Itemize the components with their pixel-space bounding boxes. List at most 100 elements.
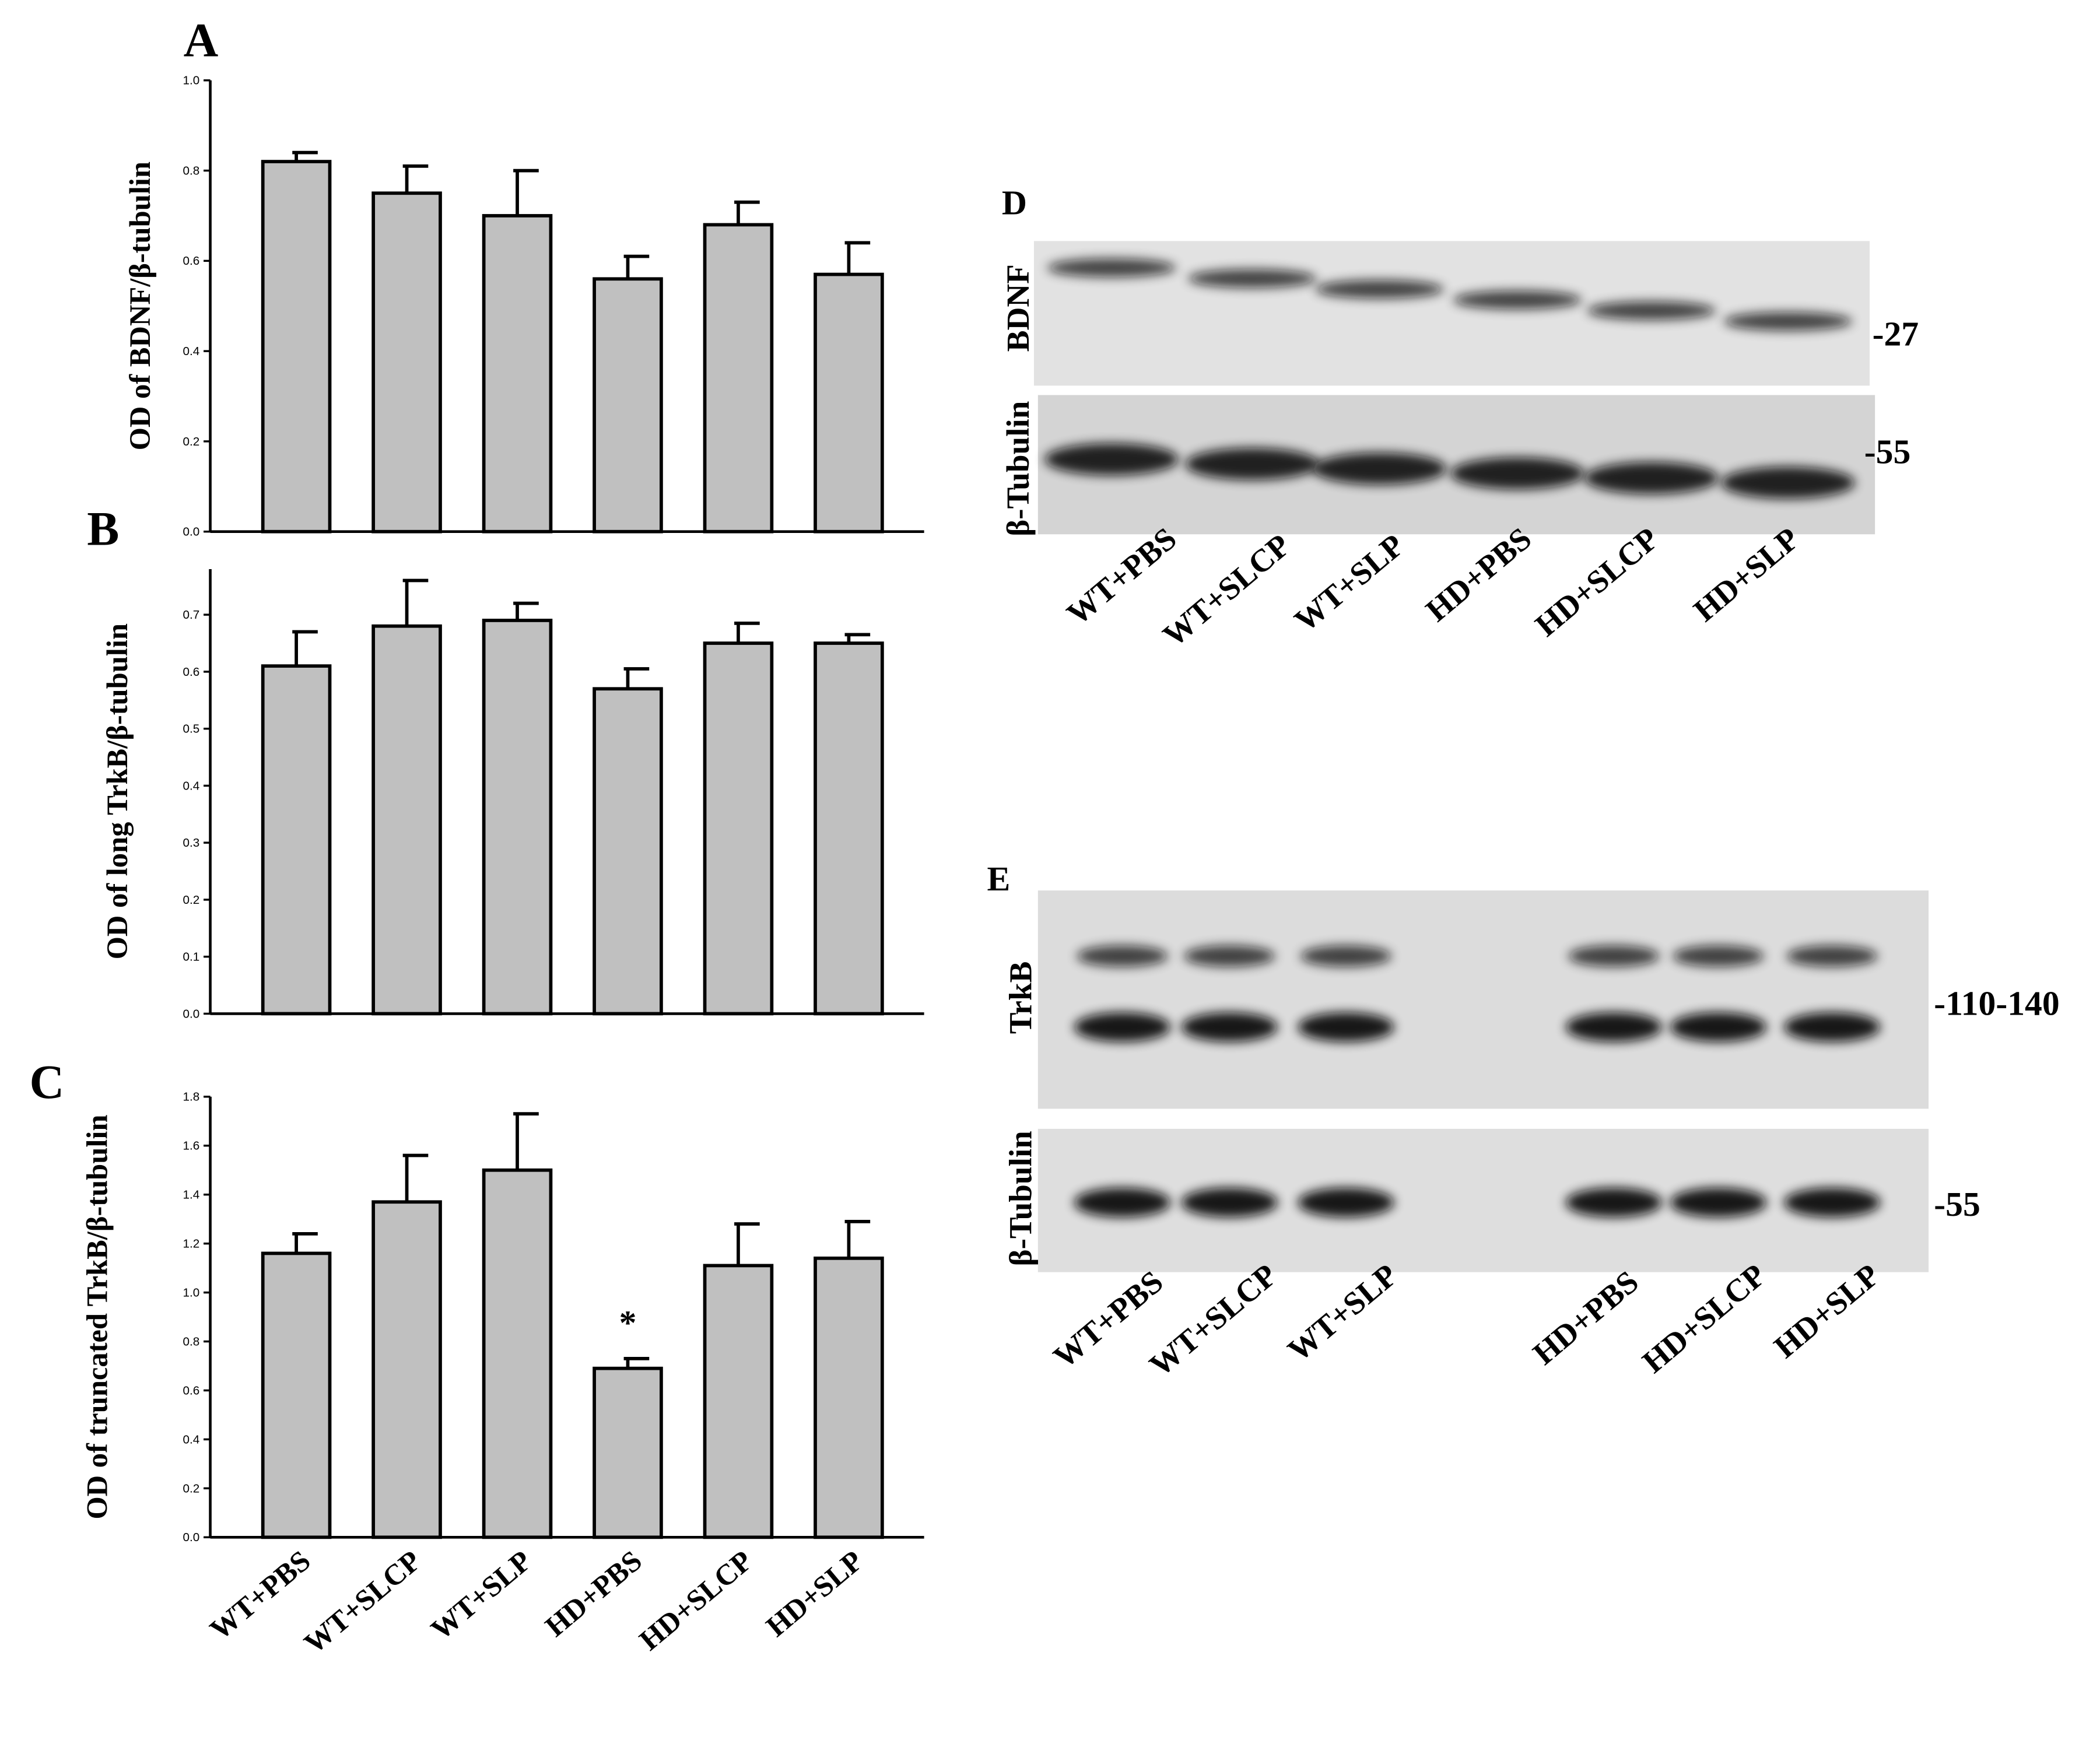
size-marker: -55 [1934, 1185, 1980, 1223]
panel-label: A [184, 13, 219, 66]
blot-band [1723, 312, 1853, 331]
y-tick-label: 0.0 [183, 1007, 199, 1020]
y-tick-label: 0.0 [183, 1531, 199, 1544]
bar [482, 214, 553, 534]
blot-band [1312, 452, 1447, 485]
blot-strip [1037, 395, 1875, 535]
bar [814, 641, 884, 1016]
y-tick-label: 0.3 [183, 836, 199, 850]
bar [593, 687, 663, 1016]
lane-label: HD+SLCP [1528, 521, 1666, 644]
y-axis-label: OD of truncated TrkB/β-tubulin [81, 1114, 114, 1519]
y-tick-label: 0.2 [183, 435, 199, 448]
bar [371, 624, 442, 1016]
lane-label: HD+SLP [1687, 521, 1806, 629]
y-tick-label: 0.8 [183, 1335, 199, 1348]
bar [371, 1200, 442, 1539]
row-label: β-Tubulin [1002, 1131, 1038, 1266]
size-marker: -110-140 [1934, 984, 2060, 1023]
y-tick-label: 0.6 [183, 1384, 199, 1397]
y-tick-label: 0.4 [183, 345, 199, 358]
blot-band [1298, 1187, 1394, 1218]
bar [482, 1168, 553, 1539]
x-tick-label: WT+SLCP [298, 1544, 427, 1660]
y-tick-label: 0.5 [183, 722, 199, 736]
blot-band [1074, 1187, 1171, 1218]
bar [261, 1251, 332, 1539]
blot-band [1181, 1187, 1278, 1218]
lane-label: WT+SLCP [1142, 1257, 1284, 1384]
bar [482, 619, 553, 1016]
blot-band [1300, 945, 1392, 967]
y-axis-label: OD of BDNF/β-tubulin [124, 162, 156, 450]
blot-band [1721, 466, 1855, 499]
x-tick-label: HD+PBS [539, 1544, 648, 1643]
lane-label: WT+PBS [1060, 521, 1183, 632]
lane-label: WT+SLP [1281, 1257, 1404, 1369]
bar [261, 160, 332, 534]
bar [703, 223, 774, 534]
blot-band [1673, 945, 1764, 967]
blot-band [1450, 457, 1584, 490]
y-tick-label: 0.2 [183, 893, 199, 907]
blot-band [1670, 1012, 1767, 1042]
row-label: BDNF [1000, 264, 1036, 352]
bar [703, 1264, 774, 1539]
blot-band [1188, 269, 1317, 288]
blot-strip [1037, 890, 1929, 1109]
blot-band [1453, 290, 1582, 310]
row-label: β-Tubulin [1000, 401, 1036, 536]
y-tick-label: 1.8 [183, 1090, 199, 1104]
y-axis-label: OD of long TrkB/β-tubulin [101, 623, 134, 959]
y-tick-label: 0.8 [183, 164, 199, 177]
y-tick-label: 1.2 [183, 1237, 199, 1251]
annotation: * [619, 1304, 637, 1342]
y-tick-label: 0.4 [183, 779, 199, 792]
blot-band [1047, 258, 1176, 278]
panel-label: D [1002, 183, 1027, 222]
bar [371, 191, 442, 534]
x-tick-label: HD+SLCP [633, 1544, 759, 1657]
y-tick-label: 0.0 [183, 525, 199, 539]
y-tick-label: 1.0 [183, 1286, 199, 1299]
blot-band [1784, 1187, 1881, 1218]
bar [593, 277, 663, 534]
blot-band [1181, 1012, 1278, 1042]
blot-strip [1033, 241, 1870, 386]
blot-band [1786, 945, 1878, 967]
bar [593, 1366, 663, 1539]
y-tick-label: 0.6 [183, 254, 199, 268]
blot-band [1565, 1012, 1663, 1042]
blot-band [1074, 1012, 1171, 1042]
blot-bands [1044, 258, 1881, 1218]
panel-label: C [30, 1055, 65, 1108]
lane-label: HD+PBS [1526, 1264, 1645, 1371]
y-tick-label: 1.6 [183, 1139, 199, 1153]
blot-band [1298, 1012, 1394, 1042]
x-tick-label: WT+PBS [204, 1544, 317, 1646]
bar [703, 641, 774, 1016]
panel-label: E [987, 860, 1011, 898]
blot-band [1184, 945, 1275, 967]
panel-label: B [87, 502, 119, 556]
y-tick-label: 1.4 [183, 1188, 199, 1202]
x-tick-label: WT+SLP [425, 1544, 538, 1646]
lane-label: HD+SLP [1767, 1257, 1886, 1365]
blot-band [1584, 462, 1719, 494]
blot-band [1587, 301, 1716, 320]
x-tick-label: HD+SLP [760, 1544, 869, 1643]
bar [261, 664, 332, 1016]
blot-band [1077, 945, 1168, 967]
blot-band [1670, 1187, 1767, 1218]
blot-band [1565, 1187, 1663, 1218]
lane-label: HD+PBS [1419, 521, 1538, 629]
blot-band [1568, 945, 1660, 967]
blot-band [1315, 279, 1444, 299]
blot-band [1784, 1012, 1881, 1042]
y-tick-label: 0.4 [183, 1433, 199, 1446]
row-label: TrkB [1002, 962, 1038, 1034]
y-tick-label: 0.2 [183, 1482, 199, 1495]
bar [814, 1256, 884, 1539]
blot-band [1185, 448, 1320, 480]
